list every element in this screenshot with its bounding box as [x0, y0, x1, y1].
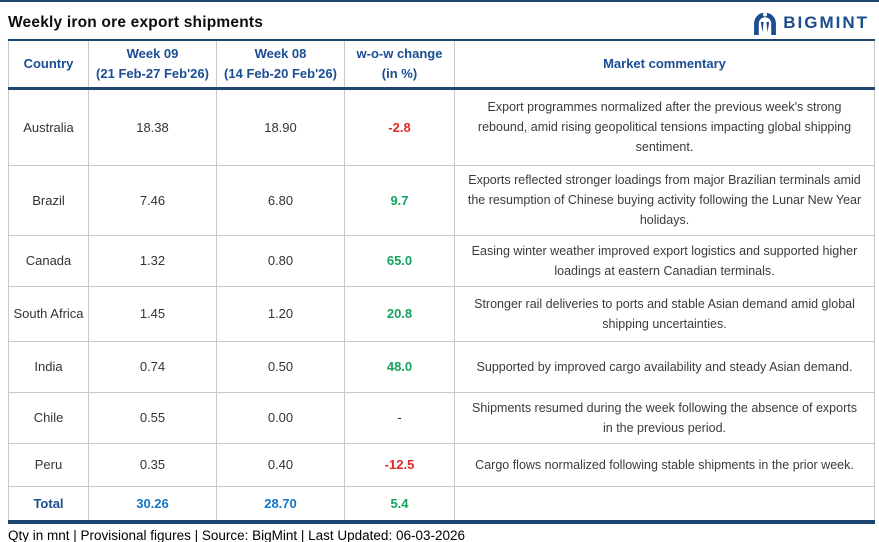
col-header-week09: Week 09 (21 Feb-27 Feb'26) [88, 39, 217, 89]
col-header-country: Country [8, 39, 89, 89]
cell-week08: 0.80 [216, 234, 345, 287]
cell-commentary: Supported by improved cargo availability… [454, 340, 875, 393]
cell-total-label: Total [8, 485, 89, 523]
cell-commentary: Export programmes normalized after the p… [454, 87, 875, 166]
table-row-canada: Canada 1.32 0.80 65.0 Easing winter weat… [8, 234, 875, 287]
cell-week08: 0.50 [216, 340, 345, 393]
cell-country: Brazil [8, 164, 89, 236]
cell-wow-change: 9.7 [344, 164, 455, 236]
report-header: Weekly iron ore export shipments BIGMINT [0, 2, 879, 39]
bigmint-logo-icon [752, 10, 778, 36]
bigmint-logo-text: BIGMINT [783, 12, 869, 32]
cell-commentary: Easing winter weather improved export lo… [454, 234, 875, 287]
cell-week09: 7.46 [88, 164, 217, 236]
cell-commentary: Cargo flows normalized following stable … [454, 442, 875, 487]
cell-total-wow-change: 5.4 [344, 485, 455, 523]
cell-country: South Africa [8, 285, 89, 342]
cell-wow-change: 48.0 [344, 340, 455, 393]
table-header-row: Country Week 09 (21 Feb-27 Feb'26) Week … [8, 39, 875, 89]
col-header-week08: Week 08 (14 Feb-20 Feb'26) [216, 39, 345, 89]
cell-week09: 0.55 [88, 391, 217, 444]
cell-country: Canada [8, 234, 89, 287]
cell-wow-change: - [344, 391, 455, 444]
cell-week08: 0.00 [216, 391, 345, 444]
cell-country: Peru [8, 442, 89, 487]
page-title: Weekly iron ore export shipments [8, 13, 264, 31]
table-row-peru: Peru 0.35 0.40 -12.5 Cargo flows normali… [8, 442, 875, 487]
cell-week08: 18.90 [216, 87, 345, 166]
table-row-chile: Chile 0.55 0.00 - Shipments resumed duri… [8, 391, 875, 444]
cell-country: Chile [8, 391, 89, 444]
cell-wow-change: -2.8 [344, 87, 455, 166]
cell-wow-change: -12.5 [344, 442, 455, 487]
cell-week08: 6.80 [216, 164, 345, 236]
cell-week09: 18.38 [88, 87, 217, 166]
cell-total-commentary [454, 485, 875, 523]
cell-week08: 0.40 [216, 442, 345, 487]
export-shipments-table: Country Week 09 (21 Feb-27 Feb'26) Week … [8, 39, 875, 524]
footer-note: Qty in mnt | Provisional figures | Sourc… [8, 528, 465, 542]
cell-week09: 1.45 [88, 285, 217, 342]
cell-country: Australia [8, 87, 89, 166]
table-row-total: Total 30.26 28.70 5.4 [8, 485, 875, 523]
table-row-brazil: Brazil 7.46 6.80 9.7 Exports reflected s… [8, 164, 875, 236]
cell-week09: 0.74 [88, 340, 217, 393]
cell-total-week08: 28.70 [216, 485, 345, 523]
cell-wow-change: 65.0 [344, 234, 455, 287]
cell-commentary: Exports reflected stronger loadings from… [454, 164, 875, 236]
cell-week09: 1.32 [88, 234, 217, 287]
cell-commentary: Shipments resumed during the week follow… [454, 391, 875, 444]
cell-week08: 1.20 [216, 285, 345, 342]
cell-week09: 0.35 [88, 442, 217, 487]
cell-country: India [8, 340, 89, 393]
bigmint-logo: BIGMINT [752, 10, 869, 36]
table-row-india: India 0.74 0.50 48.0 Supported by improv… [8, 340, 875, 393]
cell-commentary: Stronger rail deliveries to ports and st… [454, 285, 875, 342]
cell-wow-change: 20.8 [344, 285, 455, 342]
table-row-south-africa: South Africa 1.45 1.20 20.8 Stronger rai… [8, 285, 875, 342]
col-header-wow-change: w-o-w change (in %) [344, 39, 455, 89]
table-row-australia: Australia 18.38 18.90 -2.8 Export progra… [8, 87, 875, 166]
col-header-market-commentary: Market commentary [454, 39, 875, 89]
cell-total-week09: 30.26 [88, 485, 217, 523]
